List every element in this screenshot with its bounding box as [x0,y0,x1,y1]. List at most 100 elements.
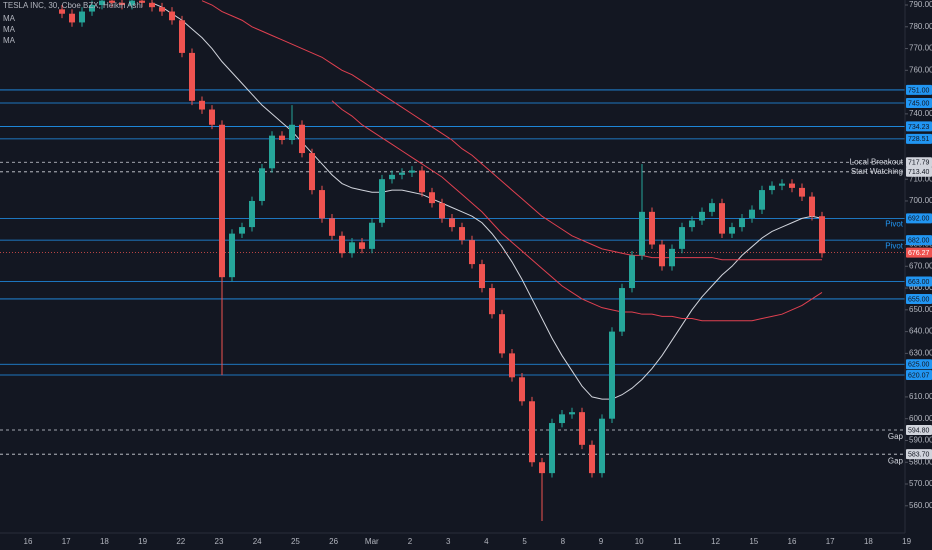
y-tick-label: 560.00 [909,501,932,510]
candle-body [769,185,775,191]
x-tick-label: 17 [826,537,835,546]
x-tick-label: 16 [788,537,797,546]
candle-body [799,187,805,197]
y-tick-label: 570.00 [909,479,932,488]
candle-body [99,0,105,6]
level-label: 676.27 [908,250,930,257]
moving-average [201,0,822,261]
candle-body [619,288,625,332]
candle-body [589,444,595,474]
level-label: 655.00 [908,296,930,303]
y-tick-label: 700.00 [909,196,932,205]
candle-body [409,170,415,173]
candle-body [79,11,85,23]
candle-body [249,200,255,228]
candle-body [729,227,735,234]
candle-body [159,7,165,12]
candle-body [349,242,355,254]
plot-area [0,0,905,522]
level-label-box [906,121,932,132]
level-label: 745.00 [908,100,930,107]
candle-body [259,168,265,201]
candle-body [659,244,665,267]
candle-body [439,203,445,219]
candle-body [209,109,215,125]
candle-body [759,190,765,210]
y-tick-label: 670.00 [909,261,932,270]
level-note: Gap [888,432,904,441]
candle-body [399,172,405,175]
x-tick-label: Mar [365,537,379,546]
x-tick-label: 10 [635,537,644,546]
candle-body [149,2,155,8]
y-tick-label: 660.00 [909,283,932,292]
candle-body [539,462,545,474]
candle-body [719,203,725,234]
level-label: 751.00 [908,87,930,94]
candle-body [569,412,575,415]
x-tick-label: 24 [253,537,262,546]
candle-body [529,401,535,463]
moving-average [151,2,823,400]
y-tick-label: 760.00 [909,65,932,74]
x-tick-label: 26 [329,537,338,546]
candle-body [69,13,75,23]
x-tick-label: 25 [291,537,300,546]
level-label-box [906,276,932,287]
candle-body [609,331,615,419]
level-label-box [906,235,932,246]
x-tick-label: 22 [176,537,185,546]
x-tick-label: 16 [24,537,33,546]
level-label: 682.00 [908,237,930,244]
candle-body [669,248,675,267]
x-tick-label: 18 [864,537,873,546]
candle-body [319,190,325,219]
candle-body [499,314,505,354]
candle-body [89,5,95,12]
candle-body [449,218,455,228]
level-label: 620.07 [908,372,930,379]
candle-body [309,153,315,191]
level-note: Pivot [885,241,904,250]
x-tick-label: 17 [62,537,71,546]
candle-body [359,242,365,249]
candle-body [339,235,345,254]
level-label: 713.40 [908,169,930,176]
candle-body [519,377,525,402]
candle-body [469,240,475,265]
candle-body [819,216,825,254]
level-note: Pivot [885,219,904,228]
candle-body [269,135,275,169]
level-label-box [906,359,932,370]
candle-body [689,220,695,228]
level-label: 734.23 [908,124,930,131]
y-tick-label: 780.00 [909,22,932,31]
y-tick-label: 710.00 [909,174,932,183]
y-tick-label: 640.00 [909,327,932,336]
candle-body [169,11,175,21]
level-label-box [906,97,932,108]
candle-body [679,227,685,249]
level-label-box [906,449,932,460]
level-label: 583.70 [908,452,930,459]
candle-body [809,196,815,217]
x-tick-label: 19 [138,537,147,546]
candle-body [779,183,785,186]
candle-body [369,222,375,249]
y-tick-label: 740.00 [909,109,932,118]
y-tick-label: 790.00 [909,0,932,9]
candle-body [109,0,115,3]
candle-body [229,233,235,278]
candle-body [419,170,425,193]
x-tick-label: 23 [215,537,224,546]
candle-body [299,124,305,154]
level-label-box [906,247,932,258]
level-label-box [906,425,932,436]
candle-body [189,52,195,101]
candle-body [789,183,795,188]
level-note: Start Watching [851,167,903,176]
level-label-box [906,293,932,304]
x-tick-label: 18 [100,537,109,546]
